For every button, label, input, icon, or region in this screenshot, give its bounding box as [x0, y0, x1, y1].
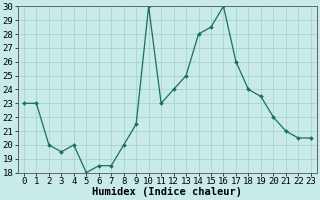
- X-axis label: Humidex (Indice chaleur): Humidex (Indice chaleur): [92, 187, 242, 197]
